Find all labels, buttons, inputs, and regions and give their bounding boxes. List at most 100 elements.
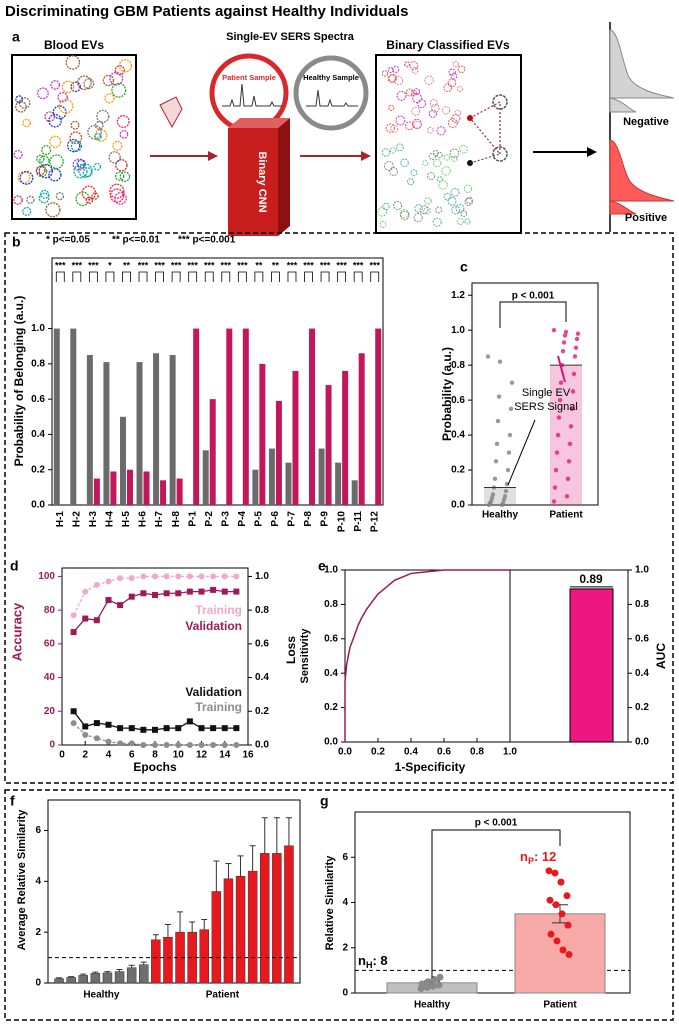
error-bar xyxy=(273,817,280,854)
axis-title: Relative Similarity xyxy=(324,855,336,951)
y-tick-label: 0 xyxy=(49,740,55,751)
data-point xyxy=(570,389,576,394)
box-title: Single-EV SERS Spectra xyxy=(226,31,355,43)
category-label: Healthy xyxy=(482,510,519,521)
significance-label: *** xyxy=(353,260,364,270)
bar xyxy=(114,971,125,984)
ev-icon xyxy=(413,213,423,223)
ev-icon xyxy=(19,170,34,185)
ev-icon xyxy=(455,203,465,213)
spectrum xyxy=(222,83,282,107)
node xyxy=(467,115,473,121)
roc-curve xyxy=(344,569,510,742)
x-tick-label: 0.8 xyxy=(470,747,484,758)
ev-icon xyxy=(390,124,399,133)
count-sub: P xyxy=(528,856,534,866)
ev-icon xyxy=(393,200,403,210)
y-tick-label: 0.2 xyxy=(451,465,465,476)
data-point xyxy=(424,978,432,986)
marker xyxy=(175,725,182,732)
count-n: n xyxy=(520,849,528,864)
plot-frame xyxy=(471,282,599,506)
marker xyxy=(117,725,124,732)
bar xyxy=(211,891,222,984)
data-point xyxy=(553,467,559,473)
ev-icon xyxy=(447,78,457,88)
y-tick-label: 0.8 xyxy=(31,358,45,369)
y-tick-label: 0.0 xyxy=(324,737,338,748)
marker xyxy=(70,612,77,619)
marker xyxy=(210,573,217,580)
data-point xyxy=(509,380,515,385)
category-label: P-1 xyxy=(187,511,198,527)
significance-bracket xyxy=(287,271,297,282)
data-point xyxy=(504,481,510,487)
spectrum-circle xyxy=(293,55,369,131)
significance-bracket xyxy=(188,271,198,282)
ev-icon xyxy=(422,160,429,167)
y-tick-label: 0.2 xyxy=(255,706,269,717)
ev-icon xyxy=(424,197,432,205)
data-point xyxy=(499,502,505,508)
ev-icon xyxy=(393,76,404,86)
ev-icon xyxy=(13,195,23,205)
data-point xyxy=(486,502,492,508)
marker xyxy=(175,573,182,580)
axis-title: Accuracy xyxy=(9,602,24,661)
marker xyxy=(221,588,228,595)
callout-arrow xyxy=(507,419,536,486)
marker xyxy=(82,731,89,738)
significance-label: *** xyxy=(369,260,380,270)
data-point xyxy=(508,406,514,412)
significance-bracket xyxy=(221,271,231,282)
ev-icon xyxy=(17,170,31,184)
data-point xyxy=(507,432,513,438)
y-tick-label: 0.6 xyxy=(324,633,338,644)
ev-icon xyxy=(70,120,80,130)
bar xyxy=(78,975,88,984)
data-point xyxy=(554,450,560,455)
data-point xyxy=(492,476,498,481)
y-tick-label: 0.0 xyxy=(255,740,269,751)
category-label: P-12 xyxy=(369,511,380,533)
ev-icon xyxy=(39,155,50,167)
series-label: Training xyxy=(195,700,242,714)
marker xyxy=(210,725,217,732)
y-tick-label: 0.8 xyxy=(635,599,649,610)
ev-icon xyxy=(94,120,104,130)
callout: Single EV xyxy=(522,387,571,399)
error-bar xyxy=(92,971,99,974)
ev-icon xyxy=(77,75,92,91)
y-tick-label: 80 xyxy=(44,605,56,616)
panel-label: g xyxy=(320,793,329,809)
data-point xyxy=(571,371,577,377)
category-label: Healthy xyxy=(414,1000,451,1011)
significance-label: *** xyxy=(221,260,232,270)
ev-icon xyxy=(454,109,462,117)
cnn-front xyxy=(228,128,278,236)
ev-icon xyxy=(460,210,468,218)
data-point xyxy=(567,441,573,447)
data-point xyxy=(564,494,570,499)
marker xyxy=(140,573,147,580)
x-tick-label: 6 xyxy=(129,750,135,761)
data-point xyxy=(557,878,565,886)
marker xyxy=(93,735,100,742)
axis-title: Sensitivity xyxy=(299,628,311,684)
group-label: Healthy xyxy=(83,990,120,1001)
x-tick-label: 10 xyxy=(173,750,185,761)
marker xyxy=(163,725,170,732)
bar xyxy=(292,370,299,505)
legend-text: *** p<=0.001 xyxy=(178,235,236,246)
ev-icon xyxy=(405,88,414,97)
axis-title: AUC xyxy=(654,643,668,669)
ev-icon xyxy=(384,161,394,171)
data-point xyxy=(502,494,508,499)
marker xyxy=(128,725,135,732)
y-tick-label: 0.2 xyxy=(31,464,45,475)
panel-a: Blood EVs Single-EV SERS Spectra Patient… xyxy=(11,22,675,236)
bar xyxy=(93,478,100,505)
data-point xyxy=(496,394,502,399)
y-tick-label: 0.6 xyxy=(635,633,649,644)
bar xyxy=(309,328,316,505)
